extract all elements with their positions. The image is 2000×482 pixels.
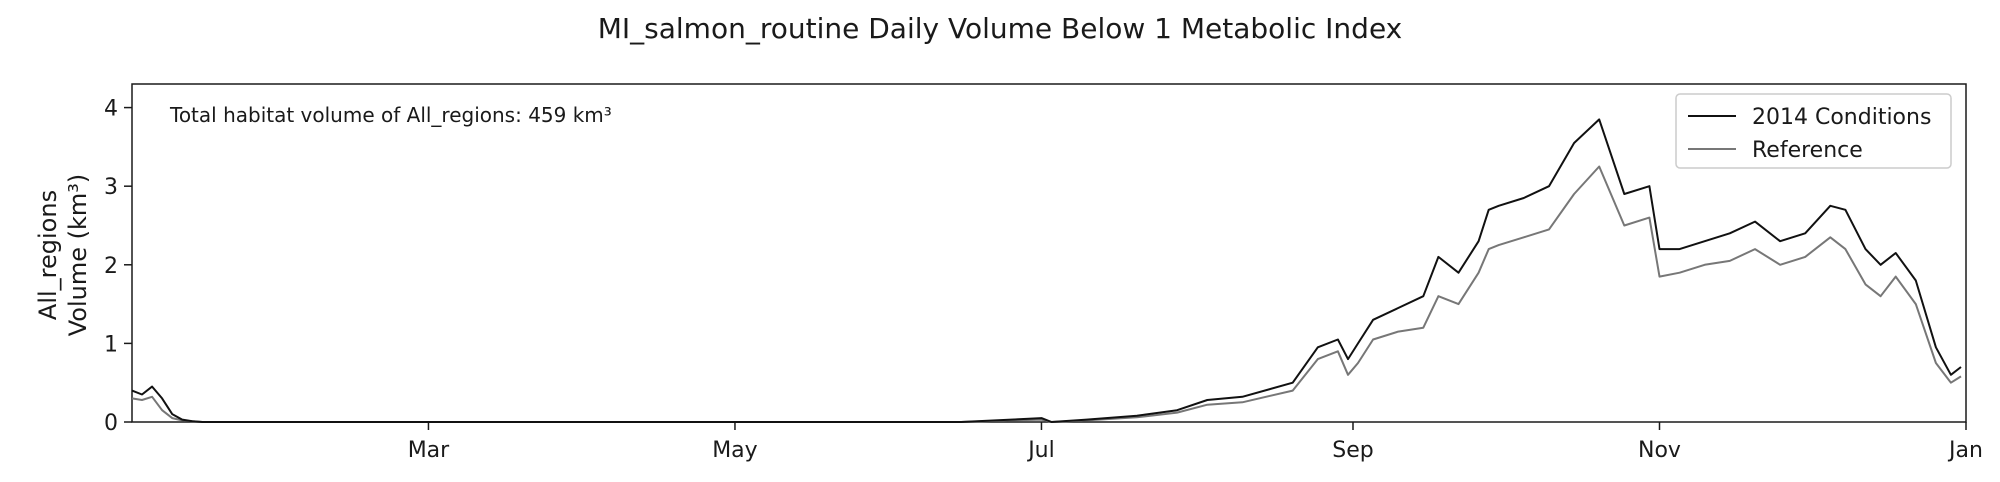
- x-tick-label: Sep: [1332, 438, 1373, 463]
- legend: 2014 Conditions Reference: [1675, 93, 1952, 169]
- y-tick-label: 2: [104, 254, 118, 279]
- x-tick-label: Jul: [1026, 438, 1055, 463]
- y-axis-label-line-1: All_regions: [34, 190, 62, 320]
- habitat-volume-annotation: Total habitat volume of All_regions: 459…: [169, 103, 612, 127]
- y-tick-label: 1: [104, 332, 118, 357]
- y-axis: 0 1 2 3 4: [104, 97, 132, 436]
- x-tick-label: Mar: [408, 438, 450, 463]
- x-tick-label: Nov: [1638, 438, 1681, 463]
- y-tick-label: 0: [104, 411, 118, 436]
- legend-label-1: Reference: [1752, 138, 1863, 163]
- plot-lines: [131, 118, 1962, 423]
- series-line-1: [131, 165, 1962, 423]
- legend-label-0: 2014 Conditions: [1752, 105, 1931, 130]
- y-axis-label-line-2: Volume (km³): [64, 174, 92, 337]
- y-tick-label: 3: [104, 175, 118, 200]
- y-axis-label: All_regions Volume (km³): [34, 174, 92, 337]
- legend-box: [1675, 93, 1952, 169]
- x-tick-label: Jan: [1947, 438, 1983, 463]
- chart-title: MI_salmon_routine Daily Volume Below 1 M…: [598, 12, 1403, 45]
- series-line-0: [131, 118, 1962, 423]
- y-tick-label: 4: [104, 97, 118, 122]
- x-axis: Mar May Jul Sep Nov Jan: [408, 422, 1983, 463]
- x-tick-label: May: [712, 438, 757, 463]
